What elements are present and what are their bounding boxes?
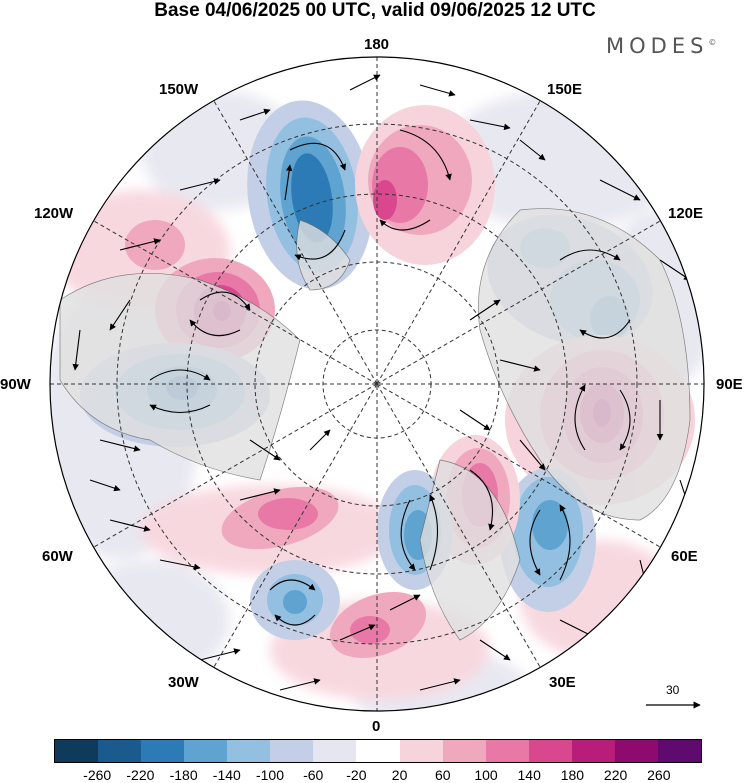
colorbar xyxy=(54,739,702,763)
lon-label-150w: 150W xyxy=(159,81,199,98)
brand-text: MODES xyxy=(606,34,709,58)
anomaly-field xyxy=(50,57,704,711)
colorbar-bin xyxy=(399,740,443,762)
low-anomaly-45w xyxy=(250,560,340,640)
colorbar-bin xyxy=(184,740,228,762)
colorbar-bin xyxy=(571,740,615,762)
colorbar-bin xyxy=(270,740,314,762)
lon-label-120w: 120W xyxy=(34,205,74,222)
colorbar-tick-label: -260 xyxy=(83,767,112,783)
colorbar-bin xyxy=(442,740,486,762)
colorbar-tick-label: 60 xyxy=(435,767,451,783)
colorbar-tick-label: 260 xyxy=(647,767,671,783)
lon-label-30e: 30E xyxy=(549,674,576,691)
lon-label-60w: 60W xyxy=(42,548,73,565)
lon-label-90w: 90W xyxy=(0,376,31,393)
lon-label-120e: 120E xyxy=(668,205,704,222)
modes-logo: MODES© xyxy=(606,34,716,58)
colorbar-bin xyxy=(141,740,185,762)
colorbar-tick-label: -180 xyxy=(169,767,198,783)
colorbar-tick-label: 100 xyxy=(474,767,498,783)
lon-label-90e: 90E xyxy=(716,376,743,393)
colorbar-tick-label: 20 xyxy=(391,767,408,783)
wind-vectors xyxy=(72,74,692,691)
low-anomaly-150w xyxy=(247,100,373,290)
brand-mark: © xyxy=(708,38,717,47)
map-boundary xyxy=(49,56,705,712)
colorbar-bin xyxy=(313,740,357,762)
lon-label-30w: 30W xyxy=(168,674,199,691)
colorbar-tick-label: -60 xyxy=(303,767,324,783)
map-title: Base 04/06/2025 00 UTC, valid 09/06/2025… xyxy=(154,0,596,21)
high-anomaly-180 xyxy=(355,105,495,265)
vector-scale-label: 30 xyxy=(666,683,680,697)
lon-label-180: 180 xyxy=(364,36,390,53)
colorbar-tick-label: -20 xyxy=(346,767,367,783)
colorbar-bin xyxy=(227,740,271,762)
colorbar-bin xyxy=(356,740,400,762)
colorbar-tick-label: 140 xyxy=(517,767,541,783)
colorbar-bin xyxy=(614,740,658,762)
lon-label-0: 0 xyxy=(372,718,381,735)
colorbar-tick-label: -220 xyxy=(126,767,155,783)
meridian-grid xyxy=(50,57,704,711)
colorbar-tick-label: 180 xyxy=(560,767,585,783)
lon-label-150e: 150E xyxy=(547,81,583,98)
land xyxy=(59,208,691,641)
colorbar-tick-label: 220 xyxy=(603,767,628,783)
colorbar-tick-label: -140 xyxy=(212,767,241,783)
colorbar-bin xyxy=(55,740,99,762)
colorbar-bin xyxy=(98,740,142,762)
colorbar-tick-label: -100 xyxy=(255,767,285,783)
colorbar-bin xyxy=(528,740,572,762)
colorbar-bin xyxy=(485,740,529,762)
colorbar-bin xyxy=(657,740,701,762)
lon-label-60e: 60E xyxy=(671,548,698,565)
